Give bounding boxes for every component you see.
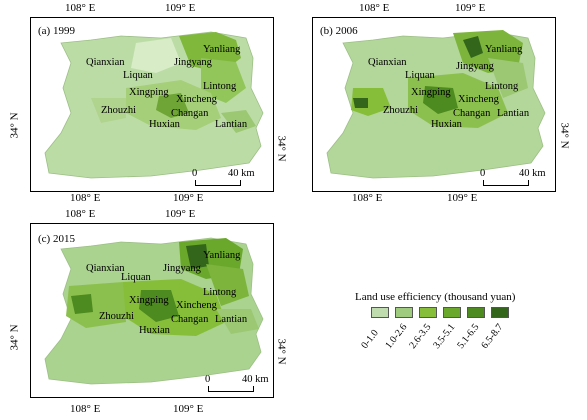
place-lintong: Lintong [203,81,237,92]
lon-tick-top-109: 109° E [455,2,486,14]
lon-tick-bottom-108: 108° E [70,192,101,204]
lat-right: 34° N [275,135,288,162]
place-jingyang: Jingyang [456,61,494,72]
lon-tick-top-109: 109° E [165,2,196,14]
lat-left: 34° N [8,324,21,351]
lon-tick-top-108: 108° E [65,208,96,220]
legend-class-label: 2.6-3.5 [407,321,434,351]
scale-zero: 0 [192,168,198,179]
place-zhouzhi: Zhouzhi [99,311,134,322]
lon-tick-top-108: 108° E [359,2,390,14]
place-lantian: Lantian [497,108,530,119]
legend-swatch [371,307,389,318]
map-area-2006 [326,30,546,179]
place-zhouzhi: Zhouzhi [101,105,136,116]
legend-swatch [491,307,509,318]
map-panel-2015: (c) 2015 Yanliang Qianxian Jingyang Liqu… [30,223,274,398]
place-changan: Changan [171,108,209,119]
place-lantian: Lantian [215,119,248,130]
legend-class-label: 3.5-5.1 [431,321,458,351]
place-jingyang: Jingyang [163,263,201,274]
place-yanliang: Yanliang [203,44,241,55]
scale-bar [483,180,529,186]
legend-class-label: 0-1.0 [359,327,381,351]
place-lintong: Lintong [485,81,519,92]
scale-bar [195,180,241,186]
place-liquan: Liquan [123,70,153,81]
scale-bar [208,386,254,392]
legend-class-label: 1.0-2.6 [383,321,410,351]
lon-tick-bottom-109: 109° E [447,192,478,204]
place-xingping: Xingping [129,87,169,98]
panel-label: (c) 2015 [38,233,75,245]
lon-tick-bottom-108: 108° E [352,192,383,204]
legend-swatch [443,307,461,318]
place-xincheng: Xincheng [458,94,499,105]
place-jingyang: Jingyang [174,57,212,68]
place-lantian: Lantian [215,314,248,325]
scale-distance: 40 km [519,168,546,179]
place-xingping: Xingping [129,295,169,306]
map-area-2015 [44,237,264,385]
lat-right: 34° N [275,338,288,365]
legend-class-label: 6.5-8.7 [479,321,506,351]
lat-left: 34° N [8,112,21,139]
scale-zero: 0 [205,374,211,385]
panel-label: (a) 1999 [38,25,75,37]
lat-right: 34° N [558,122,571,149]
legend-swatch [419,307,437,318]
place-huxian: Huxian [431,119,462,130]
map-panel-2006: (b) 2006 Yanliang Qianxian Jingyang Liqu… [312,17,556,192]
legend-title: Land use efficiency (thousand yuan) [355,291,516,303]
place-zhouzhi: Zhouzhi [383,105,418,116]
place-yanliang: Yanliang [485,44,523,55]
scale-zero: 0 [480,168,486,179]
place-changan: Changan [453,108,491,119]
place-yanliang: Yanliang [203,250,241,261]
map-panel-1999: (a) 1999 Yanliang Qianxian Jingyang Liqu… [30,17,274,192]
place-xincheng: Xincheng [176,300,217,311]
lon-tick-bottom-109: 109° E [173,403,204,415]
place-huxian: Huxian [139,325,170,336]
place-changan: Changan [171,314,209,325]
map-area-1999 [44,31,264,179]
legend-swatch [467,307,485,318]
legend-class-label: 5.1-6.5 [455,321,482,351]
place-qianxian: Qianxian [86,263,125,274]
place-qianxian: Qianxian [368,57,407,68]
place-huxian: Huxian [149,119,180,130]
lon-tick-bottom-108: 108° E [70,403,101,415]
place-liquan: Liquan [405,70,435,81]
scale-distance: 40 km [242,374,269,385]
lon-tick-bottom-109: 109° E [173,192,204,204]
legend-swatch [395,307,413,318]
place-lintong: Lintong [203,287,237,298]
place-xingping: Xingping [411,87,451,98]
place-xincheng: Xincheng [176,94,217,105]
place-liquan: Liquan [121,272,151,283]
panel-label: (b) 2006 [320,25,358,37]
lon-tick-top-108: 108° E [65,2,96,14]
scale-distance: 40 km [228,168,255,179]
place-qianxian: Qianxian [86,57,125,68]
lon-tick-top-109: 109° E [165,208,196,220]
